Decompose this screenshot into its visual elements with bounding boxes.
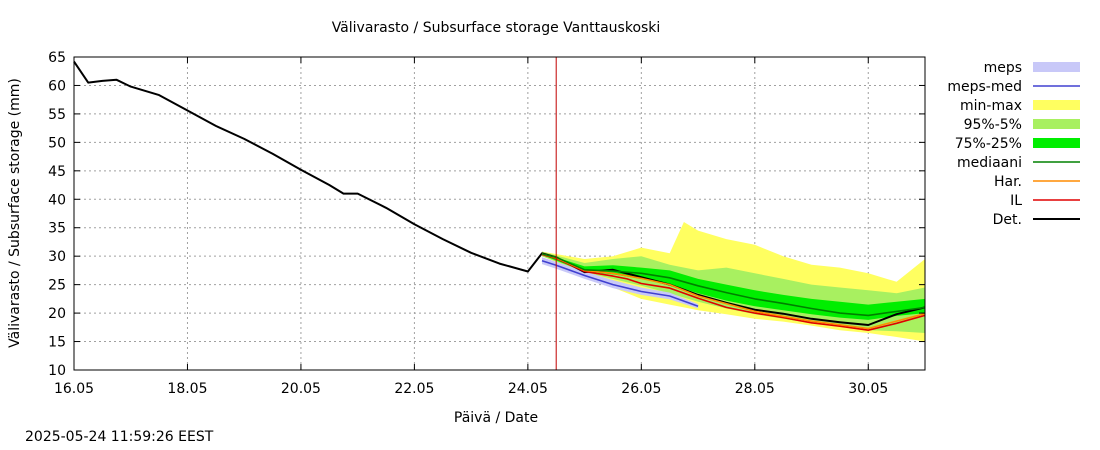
legend-label-mediaani: mediaani xyxy=(957,155,1022,171)
legend-label-95-5: 95%-5% xyxy=(964,117,1022,133)
legend-label-min-max: min-max xyxy=(960,98,1022,114)
legend: meps meps-med min-max 95%-5% 75%-25% mediaani… xyxy=(947,60,1080,228)
legend-label-meps: meps xyxy=(984,60,1022,76)
y-axis: 10 15 20 25 30 35 40 45 50 55 60 65 xyxy=(48,50,925,379)
legend-swatch-95-5 xyxy=(1033,119,1080,129)
legend-label-meps-med: meps-med xyxy=(947,79,1022,95)
band-meps xyxy=(542,257,699,309)
y-tick-label: 40 xyxy=(48,192,66,208)
x-tick-label: 28.05 xyxy=(735,381,775,397)
series-mediaani xyxy=(541,253,926,317)
timestamp: 2025-05-24 11:59:26 EEST xyxy=(25,429,214,445)
y-axis-label: Välivarasto / Subsurface storage (mm) xyxy=(7,78,23,348)
x-tick-label: 18.05 xyxy=(167,381,207,397)
legend-swatch-meps xyxy=(1033,62,1080,72)
series-il xyxy=(541,253,926,332)
y-tick-label: 60 xyxy=(48,78,66,94)
y-tick-label: 55 xyxy=(48,107,66,123)
y-tick-label: 65 xyxy=(48,50,66,66)
x-axis: 16.05 18.05 20.05 22.05 24.05 26.05 28.05 30.05 xyxy=(54,57,888,397)
legend-swatch-75-25 xyxy=(1033,138,1080,148)
y-tick-label: 30 xyxy=(48,249,66,265)
legend-label-il: IL xyxy=(1010,193,1022,209)
y-tick-label: 35 xyxy=(48,221,66,237)
y-tick-label: 25 xyxy=(48,278,66,294)
plot-frame xyxy=(73,56,926,371)
legend-label-75-25: 75%-25% xyxy=(955,136,1022,152)
y-tick-label: 45 xyxy=(48,164,66,180)
series-det xyxy=(73,61,926,326)
band-75-25 xyxy=(542,252,925,320)
legend-label-det: Det. xyxy=(993,212,1022,228)
x-tick-label: 30.05 xyxy=(848,381,888,397)
legend-swatch-min-max xyxy=(1033,100,1080,110)
plot-border xyxy=(73,56,926,371)
legend-label-har: Har. xyxy=(994,174,1022,190)
chart-title: Välivarasto / Subsurface storage Vanttau… xyxy=(332,20,661,36)
series-lines xyxy=(73,61,926,332)
y-tick-label: 50 xyxy=(48,135,66,151)
x-tick-label: 20.05 xyxy=(281,381,321,397)
y-tick-label: 20 xyxy=(48,306,66,322)
x-tick-label: 16.05 xyxy=(54,381,94,397)
x-axis-label: Päivä / Date xyxy=(454,410,538,426)
x-tick-label: 26.05 xyxy=(621,381,661,397)
y-tick-label: 10 xyxy=(48,363,66,379)
y-tick-label: 15 xyxy=(48,335,66,351)
x-tick-label: 24.05 xyxy=(508,381,548,397)
x-tick-label: 22.05 xyxy=(394,381,434,397)
